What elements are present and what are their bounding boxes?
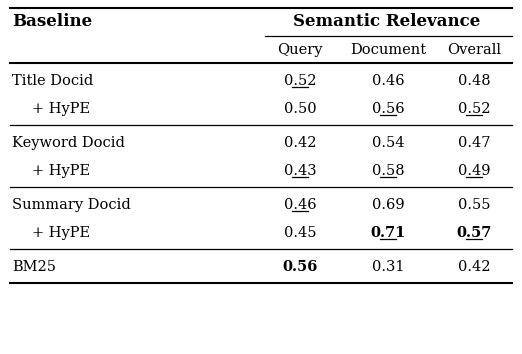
Text: 0.42: 0.42 (458, 260, 490, 274)
Text: 0.46: 0.46 (283, 198, 316, 212)
Text: Keyword Docid: Keyword Docid (12, 136, 125, 150)
Text: + HyPE: + HyPE (32, 164, 90, 178)
Text: Baseline: Baseline (12, 13, 92, 30)
Text: 0.43: 0.43 (283, 164, 316, 178)
Text: 0.46: 0.46 (372, 74, 405, 88)
Text: 0.52: 0.52 (284, 74, 316, 88)
Text: Query: Query (277, 43, 323, 57)
Text: Overall: Overall (447, 43, 501, 57)
Text: 0.56: 0.56 (282, 260, 318, 274)
Text: 0.55: 0.55 (458, 198, 490, 212)
Text: 0.45: 0.45 (284, 226, 316, 240)
Text: 0.69: 0.69 (372, 198, 405, 212)
Text: 0.48: 0.48 (458, 74, 490, 88)
Text: 0.71: 0.71 (370, 226, 406, 240)
Text: + HyPE: + HyPE (32, 226, 90, 240)
Text: Document: Document (350, 43, 426, 57)
Text: 0.47: 0.47 (458, 136, 490, 150)
Text: Summary Docid: Summary Docid (12, 198, 130, 212)
Text: 0.57: 0.57 (456, 226, 492, 240)
Text: BM25: BM25 (12, 260, 56, 274)
Text: 0.54: 0.54 (372, 136, 404, 150)
Text: Title Docid: Title Docid (12, 74, 93, 88)
Text: 0.56: 0.56 (372, 102, 405, 116)
Text: + HyPE: + HyPE (32, 102, 90, 116)
Text: 0.31: 0.31 (372, 260, 404, 274)
Text: 0.50: 0.50 (283, 102, 316, 116)
Text: 0.49: 0.49 (458, 164, 490, 178)
Text: 0.42: 0.42 (284, 136, 316, 150)
Text: 0.52: 0.52 (458, 102, 490, 116)
Text: Semantic Relevance: Semantic Relevance (293, 13, 481, 30)
Text: 0.58: 0.58 (372, 164, 405, 178)
